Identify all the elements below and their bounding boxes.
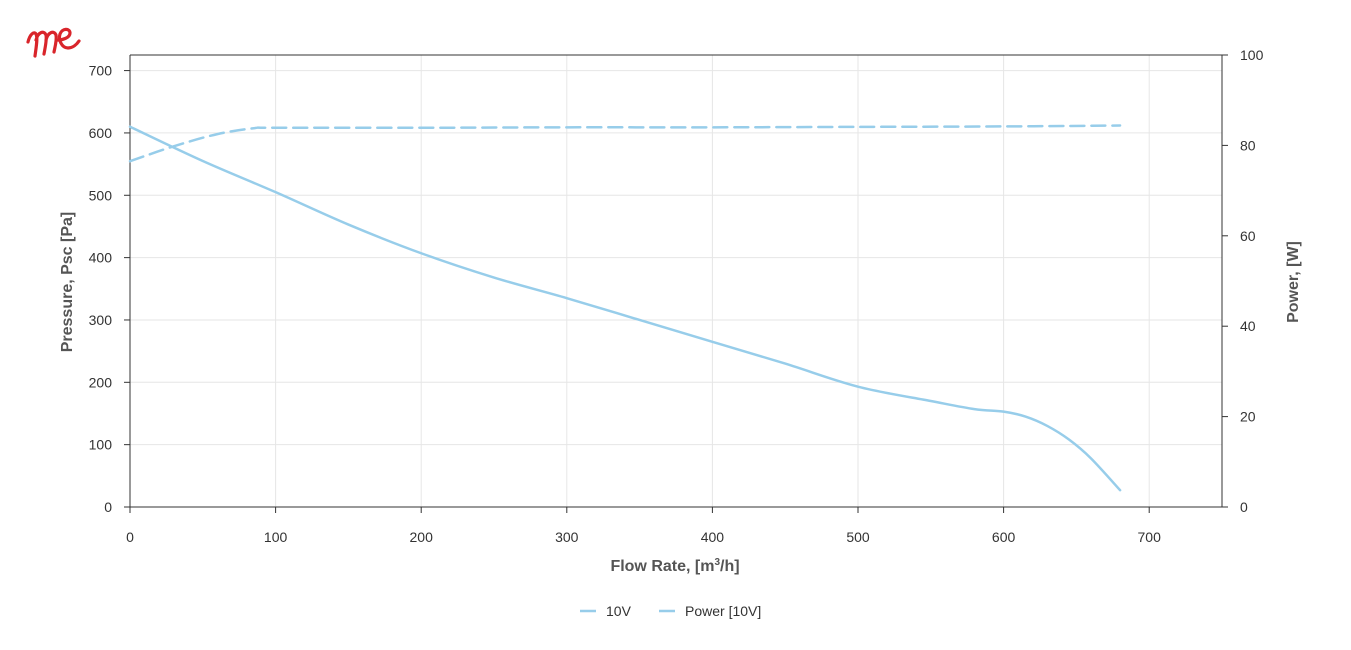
y-left-tick-label: 300 xyxy=(89,312,113,328)
y-left-axis-title: Pressure, Psc [Pa] xyxy=(59,212,76,353)
y-left-tick-label: 500 xyxy=(89,187,113,203)
y-left-tick-labels: 0 100 200 300 400 500 600 700 xyxy=(89,63,113,515)
plot-frame xyxy=(124,54,1228,513)
y-right-tick-label: 20 xyxy=(1240,409,1256,425)
x-gridlines xyxy=(275,55,1150,507)
y-left-tick-label: 700 xyxy=(89,63,113,79)
x-tick-label: 200 xyxy=(410,529,434,545)
series-line-power-10v[interactable] xyxy=(128,124,1122,163)
y-left-tick-label: 400 xyxy=(89,250,113,266)
x-tick-label: 0 xyxy=(126,529,134,545)
y-left-tick-label: 600 xyxy=(89,125,113,141)
series-line-10v[interactable] xyxy=(128,125,1122,492)
series-layer xyxy=(128,124,1122,492)
brand-logo xyxy=(26,27,81,58)
y-right-tick-label: 40 xyxy=(1240,318,1256,334)
legend-item-power[interactable]: Power [10V] xyxy=(659,603,761,619)
y-right-tick-label: 80 xyxy=(1240,137,1256,153)
y-right-tick-label: 0 xyxy=(1240,499,1248,515)
y-left-tick-label: 0 xyxy=(104,499,112,515)
x-tick-labels: 0 100 200 300 400 500 600 700 xyxy=(126,529,1161,545)
legend: 10V Power [10V] xyxy=(580,603,761,619)
y-right-tick-label: 100 xyxy=(1240,47,1264,63)
y-left-tick-label: 100 xyxy=(89,437,113,453)
legend-label-10v: 10V xyxy=(606,603,632,619)
y-right-axis-title: Power, [W] xyxy=(1285,241,1302,323)
x-tick-label: 500 xyxy=(846,529,870,545)
x-axis-title: Flow Rate, [m3/h] xyxy=(610,557,739,575)
logo-mark xyxy=(26,27,81,58)
y-left-tick-label: 200 xyxy=(89,374,113,390)
x-tick-label: 100 xyxy=(264,529,288,545)
y-right-tick-label: 60 xyxy=(1240,228,1256,244)
x-tick-label: 400 xyxy=(701,529,725,545)
x-tick-label: 600 xyxy=(992,529,1016,545)
legend-label-power: Power [10V] xyxy=(685,603,761,619)
y-right-tick-labels: 0 20 40 60 80 100 xyxy=(1240,47,1264,515)
x-tick-label: 700 xyxy=(1138,529,1162,545)
legend-item-10v[interactable]: 10V xyxy=(580,603,632,619)
x-tick-label: 300 xyxy=(555,529,579,545)
y-gridlines xyxy=(130,70,1222,446)
